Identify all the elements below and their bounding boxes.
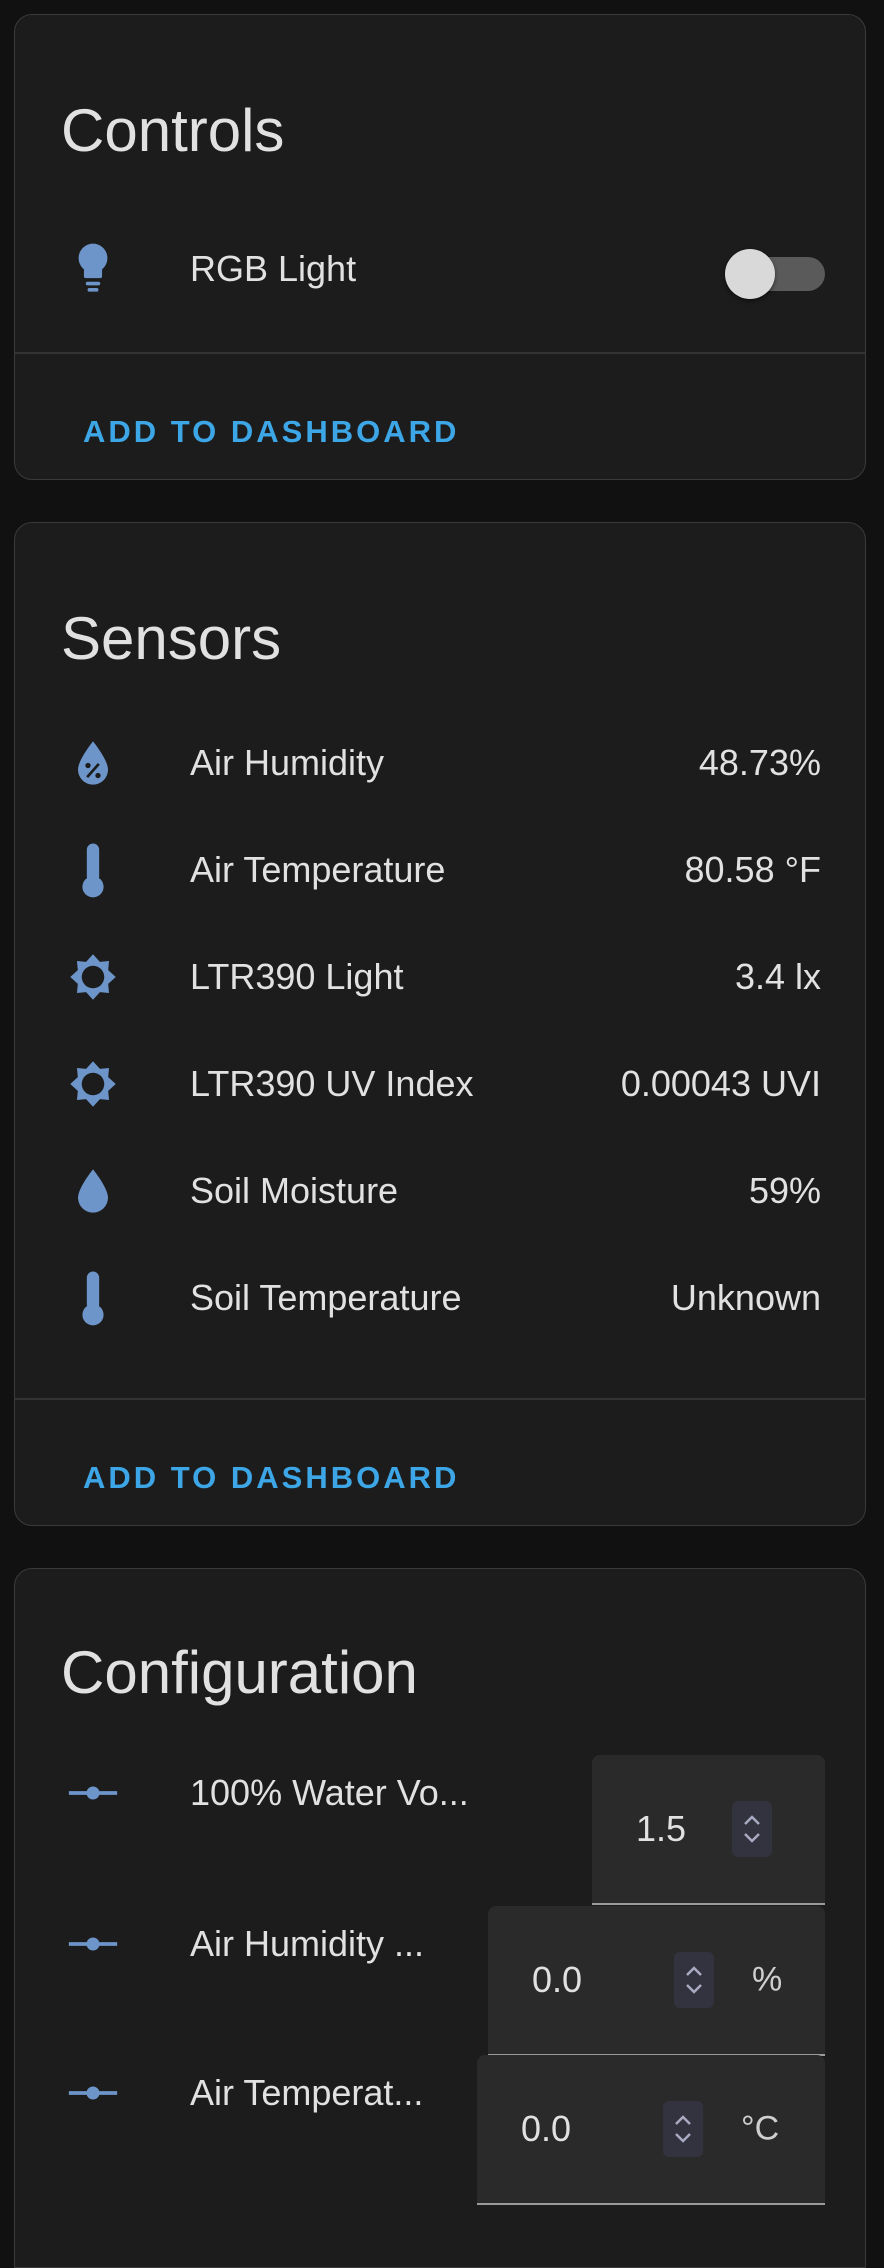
card-divider [15, 352, 865, 354]
sensor-row-air-humidity[interactable]: Air Humidity 48.73% [15, 723, 865, 803]
sensor-value: 59% [748, 1170, 821, 1211]
config-row-air-temperature: Air Temperat... [15, 2053, 865, 2133]
sensors-title: Sensors [61, 605, 282, 672]
sensor-row-soil-moisture[interactable]: Soil Moisture 59% [15, 1151, 865, 1231]
configuration-card: Configuration 100% Water Vo... 1.5 Air [14, 1568, 866, 2268]
control-label: RGB Light [190, 248, 357, 289]
sensor-label: Air Humidity [190, 742, 385, 783]
water-volume-number-field[interactable]: 1.5 [592, 1755, 825, 1905]
sensors-card: Sensors Air Humidity 48.73% Air Temperat… [14, 522, 866, 1526]
number-value: 0.0 [521, 2108, 572, 2149]
sensor-value: 3.4 lx [734, 956, 821, 997]
add-to-dashboard-button[interactable]: ADD TO DASHBOARD [83, 1460, 460, 1495]
config-label: 100% Water Vo... [190, 1772, 469, 1813]
controls-card: Controls RGB Light ADD TO DASHBOARD [14, 14, 866, 480]
air-temperature-number-field[interactable]: 0.0 °C [477, 2055, 825, 2205]
sensor-value: Unknown [670, 1277, 821, 1318]
sensor-label: Soil Moisture [190, 1170, 399, 1211]
config-label: Air Temperat... [190, 2072, 424, 2113]
slider-icon [67, 1763, 119, 1823]
sensor-row-soil-temperature[interactable]: Soil Temperature Unknown [15, 1258, 865, 1338]
thermometer-icon [67, 1268, 119, 1328]
number-value: 0.0 [532, 1959, 583, 2000]
sensor-value: 0.00043 UVI [620, 1063, 821, 1104]
sensor-row-ltr390-light[interactable]: LTR390 Light 3.4 lx [15, 937, 865, 1017]
spin-arrows-icon[interactable] [674, 1952, 714, 2008]
spin-arrows-icon[interactable] [663, 2101, 703, 2157]
water-drop-icon [67, 1161, 119, 1221]
brightness-icon [67, 1054, 119, 1114]
toggle-thumb [725, 249, 775, 299]
config-label: Air Humidity ... [190, 1923, 425, 1964]
sensor-value: 48.73% [698, 742, 821, 783]
humidity-percent-icon [67, 733, 119, 793]
air-humidity-number-field[interactable]: 0.0 % [488, 1906, 825, 2056]
add-to-dashboard-button[interactable]: ADD TO DASHBOARD [83, 414, 460, 449]
spin-arrows-icon[interactable] [732, 1801, 772, 1857]
card-divider [15, 1398, 865, 1400]
control-row-rgb-light[interactable]: RGB Light [15, 229, 865, 309]
number-value: 1.5 [636, 1808, 687, 1849]
sensor-label: Air Temperature [190, 849, 446, 890]
slider-icon [67, 1914, 119, 1974]
thermometer-icon [67, 840, 119, 900]
brightness-icon [67, 947, 119, 1007]
config-row-water-volume: 100% Water Vo... [15, 1753, 865, 1833]
sensor-value: 80.58 °F [684, 849, 821, 890]
sensor-row-air-temperature[interactable]: Air Temperature 80.58 °F [15, 830, 865, 910]
sensor-row-ltr390-uv-index[interactable]: LTR390 UV Index 0.00043 UVI [15, 1044, 865, 1124]
controls-title: Controls [61, 97, 285, 164]
sensor-label: LTR390 UV Index [190, 1063, 474, 1104]
slider-icon [67, 2063, 119, 2123]
number-unit: °C [741, 2109, 780, 2148]
config-row-air-humidity: Air Humidity ... [15, 1904, 865, 1984]
rgb-light-toggle[interactable] [725, 239, 825, 299]
sensor-label: Soil Temperature [190, 1277, 462, 1318]
number-unit: % [752, 1960, 783, 1999]
configuration-title: Configuration [61, 1639, 418, 1706]
sensor-label: LTR390 Light [190, 956, 404, 997]
lightbulb-icon [67, 239, 119, 299]
